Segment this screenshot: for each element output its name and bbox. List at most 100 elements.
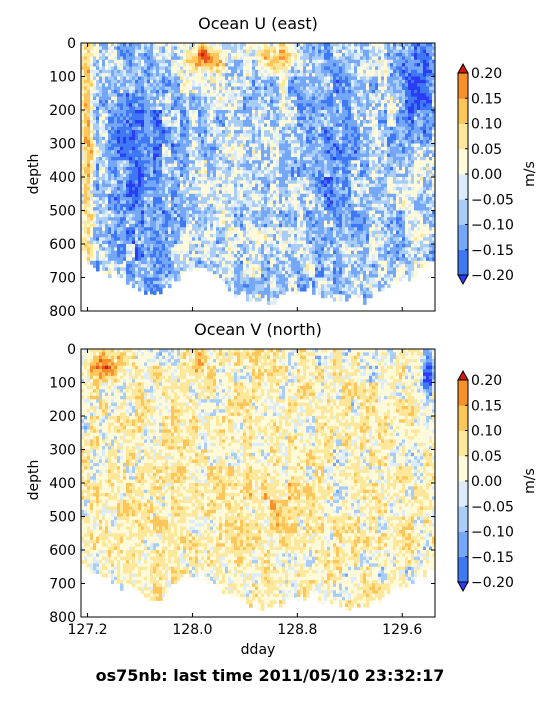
heatmap-cell	[273, 43, 277, 47]
heatmap-cell	[147, 260, 151, 265]
heatmap-cell	[135, 56, 139, 61]
heatmap-cell	[162, 123, 166, 128]
heatmap-cell	[84, 49, 88, 54]
heatmap-cell	[261, 247, 265, 252]
heatmap-cell	[177, 267, 181, 272]
heatmap-cell	[141, 287, 145, 292]
heatmap-cell	[114, 270, 118, 275]
heatmap-cell	[252, 294, 256, 299]
heatmap-cell	[132, 49, 136, 54]
heatmap-cell	[219, 126, 223, 131]
heatmap-cell	[132, 79, 136, 84]
heatmap-cell	[279, 264, 283, 269]
heatmap-cell	[171, 116, 175, 121]
heatmap-cell	[240, 96, 244, 101]
heatmap-cell	[90, 79, 94, 84]
heatmap-cell	[159, 197, 163, 202]
heatmap-cell	[243, 230, 247, 235]
heatmap-cell	[102, 203, 106, 208]
heatmap-cell	[177, 69, 181, 74]
heatmap-cell	[195, 197, 199, 202]
heatmap-cell	[234, 86, 238, 91]
heatmap-cell	[204, 150, 208, 155]
heatmap-cell	[231, 63, 235, 68]
heatmap-cell	[189, 160, 193, 165]
heatmap-cell	[165, 83, 169, 88]
heatmap-cell	[105, 73, 109, 78]
heatmap-cell	[93, 146, 97, 151]
heatmap-cell	[171, 156, 175, 161]
heatmap-cell	[255, 83, 259, 88]
heatmap-cell	[249, 203, 253, 208]
heatmap-cell	[147, 244, 151, 248]
heatmap-cell	[129, 86, 133, 91]
heatmap-cell	[111, 106, 115, 111]
heatmap-cell	[279, 233, 283, 238]
heatmap-cell	[261, 116, 265, 121]
heatmap-cell	[237, 103, 241, 108]
heatmap-cell	[285, 96, 289, 101]
heatmap-cell	[177, 227, 181, 232]
heatmap-cell	[198, 237, 202, 242]
heatmap-cell	[180, 177, 184, 181]
heatmap-cell	[234, 257, 238, 262]
heatmap-cell	[195, 173, 199, 178]
heatmap-cell	[210, 89, 214, 94]
heatmap-cell	[276, 220, 280, 225]
heatmap-cell	[156, 123, 160, 128]
heatmap-cell	[138, 180, 142, 185]
heatmap-cell	[102, 86, 106, 91]
heatmap-cell	[162, 227, 166, 232]
heatmap-cell	[237, 53, 241, 57]
heatmap-cell	[207, 247, 211, 252]
heatmap-cell	[129, 200, 133, 205]
heatmap-cell	[117, 264, 121, 269]
heatmap-cell	[93, 140, 97, 145]
heatmap-cell	[219, 73, 223, 78]
heatmap-cell	[249, 227, 253, 232]
heatmap-cell	[237, 203, 241, 208]
heatmap-cell	[279, 197, 283, 202]
heatmap-cell	[198, 183, 202, 188]
heatmap-cell	[219, 56, 223, 61]
heatmap-cell	[219, 190, 223, 195]
heatmap-cell	[273, 247, 277, 252]
heatmap-cell	[150, 123, 154, 128]
heatmap-cell	[138, 173, 142, 178]
heatmap-cell	[123, 160, 127, 165]
heatmap-cell	[141, 160, 145, 165]
heatmap-cell	[183, 93, 187, 98]
heatmap-cell	[177, 130, 181, 135]
heatmap-cell	[87, 43, 91, 47]
heatmap-cell	[120, 146, 124, 151]
heatmap-cell	[249, 156, 253, 161]
heatmap-cell	[99, 203, 103, 208]
heatmap-cell	[270, 113, 274, 118]
heatmap-cell	[84, 223, 88, 228]
heatmap-cell	[165, 277, 169, 282]
heatmap-cell	[156, 120, 160, 124]
heatmap-cell	[150, 257, 154, 262]
heatmap-cell	[150, 277, 154, 282]
heatmap-cell	[126, 230, 130, 235]
heatmap-cell	[258, 49, 262, 54]
heatmap-cell	[246, 106, 250, 111]
heatmap-cell	[231, 143, 235, 148]
heatmap-cell	[186, 213, 190, 218]
heatmap-cell	[81, 86, 85, 91]
heatmap-cell	[117, 210, 121, 215]
heatmap-cell	[270, 66, 274, 71]
heatmap-cell	[105, 113, 109, 118]
heatmap-cell	[270, 294, 274, 299]
heatmap-cell	[99, 177, 103, 181]
heatmap-cell	[231, 247, 235, 252]
heatmap-cell	[279, 190, 283, 195]
heatmap-cell	[228, 170, 232, 175]
heatmap-cell	[126, 240, 130, 245]
heatmap-cell	[228, 113, 232, 118]
heatmap-cell	[276, 73, 280, 78]
heatmap-cell	[240, 163, 244, 168]
heatmap-cell	[132, 89, 136, 94]
heatmap-cell	[237, 120, 241, 124]
heatmap-cell	[153, 133, 157, 138]
